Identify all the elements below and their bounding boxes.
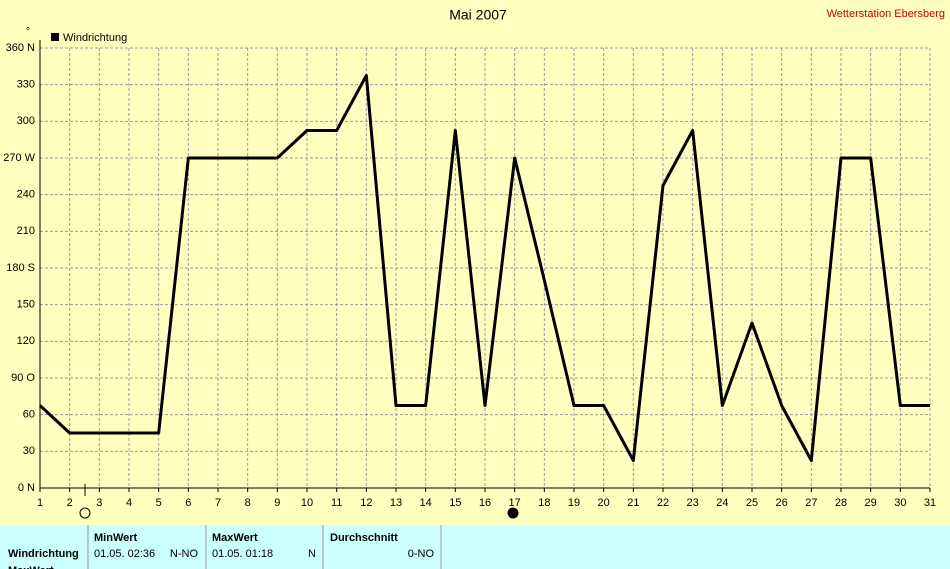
y-tick-label: 30 [23,445,35,457]
cursor-start[interactable] [79,507,91,519]
x-tick-label: 20 [598,497,610,509]
y-tick-label: 150 [17,299,35,311]
footer-row-label: MaxWert [8,565,54,569]
x-tick-label: 3 [96,497,102,509]
x-tick-label: 16 [479,497,491,509]
x-tick-label: 21 [627,497,639,509]
y-tick-label: 90 O [11,372,35,384]
x-tick-label: 22 [657,497,669,509]
footer-header: MinWert [94,532,138,544]
y-tick-label: 240 [17,189,35,201]
x-tick-label: 25 [746,497,758,509]
x-tick-label: 5 [156,497,162,509]
station-name: Wetterstation Ebersberg [827,8,945,20]
footer-value: 0-NO [408,548,435,560]
x-tick-label: 9 [274,497,280,509]
x-tick-label: 28 [835,497,847,509]
x-tick-label: 27 [805,497,817,509]
footer-header: MaxWert [212,532,258,544]
x-tick-label: 4 [126,497,132,509]
x-tick-label: 14 [420,497,432,509]
y-tick-label: 210 [17,225,35,237]
y-tick-label: 330 [17,79,35,91]
x-tick-label: 1 [37,497,43,509]
x-tick-label: 13 [390,497,402,509]
footer-value: N-NO [170,548,199,560]
x-tick-label: 23 [687,497,699,509]
y-tick-label: 300 [17,115,35,127]
y-tick-label: 60 [23,409,35,421]
x-tick-label: 7 [215,497,221,509]
footer-value: N [308,548,316,560]
data-line [38,74,930,462]
cursor-end[interactable] [507,507,519,519]
legend-label: Windrichtung [63,32,127,44]
footer-time: 01.05. 02:36 [94,548,155,560]
footer-panel [0,525,950,569]
x-tick-label: 19 [568,497,580,509]
x-tick-label: 26 [776,497,788,509]
x-tick-label: 11 [331,497,342,509]
x-tick-label: 24 [716,497,728,509]
x-tick-label: 31 [924,497,936,509]
unit-mark: ° [26,26,30,38]
x-tick-label: 10 [301,497,313,509]
y-tick-label: 180 S [6,262,35,274]
y-tick-label: 120 [17,335,35,347]
x-tick-label: 15 [449,497,461,509]
chart-title: Mai 2007 [449,7,507,23]
x-tick-label: 2 [67,497,73,509]
x-tick-label: 12 [360,497,372,509]
x-tick-label: 8 [245,497,251,509]
x-tick-label: 29 [865,497,877,509]
x-tick-label: 17 [509,497,521,509]
x-tick-label: 18 [538,497,550,509]
x-tick-label: 6 [185,497,191,509]
y-tick-label: 360 N [6,42,35,54]
y-tick-label: 270 W [3,152,35,164]
legend-swatch [51,33,59,41]
y-tick-label: 0 N [18,482,35,494]
footer-time: 01.05. 01:18 [212,548,273,560]
x-tick-label: 30 [894,497,906,509]
footer-row-label: Windrichtung [8,548,79,560]
footer-header: Durchschnitt [330,532,398,544]
